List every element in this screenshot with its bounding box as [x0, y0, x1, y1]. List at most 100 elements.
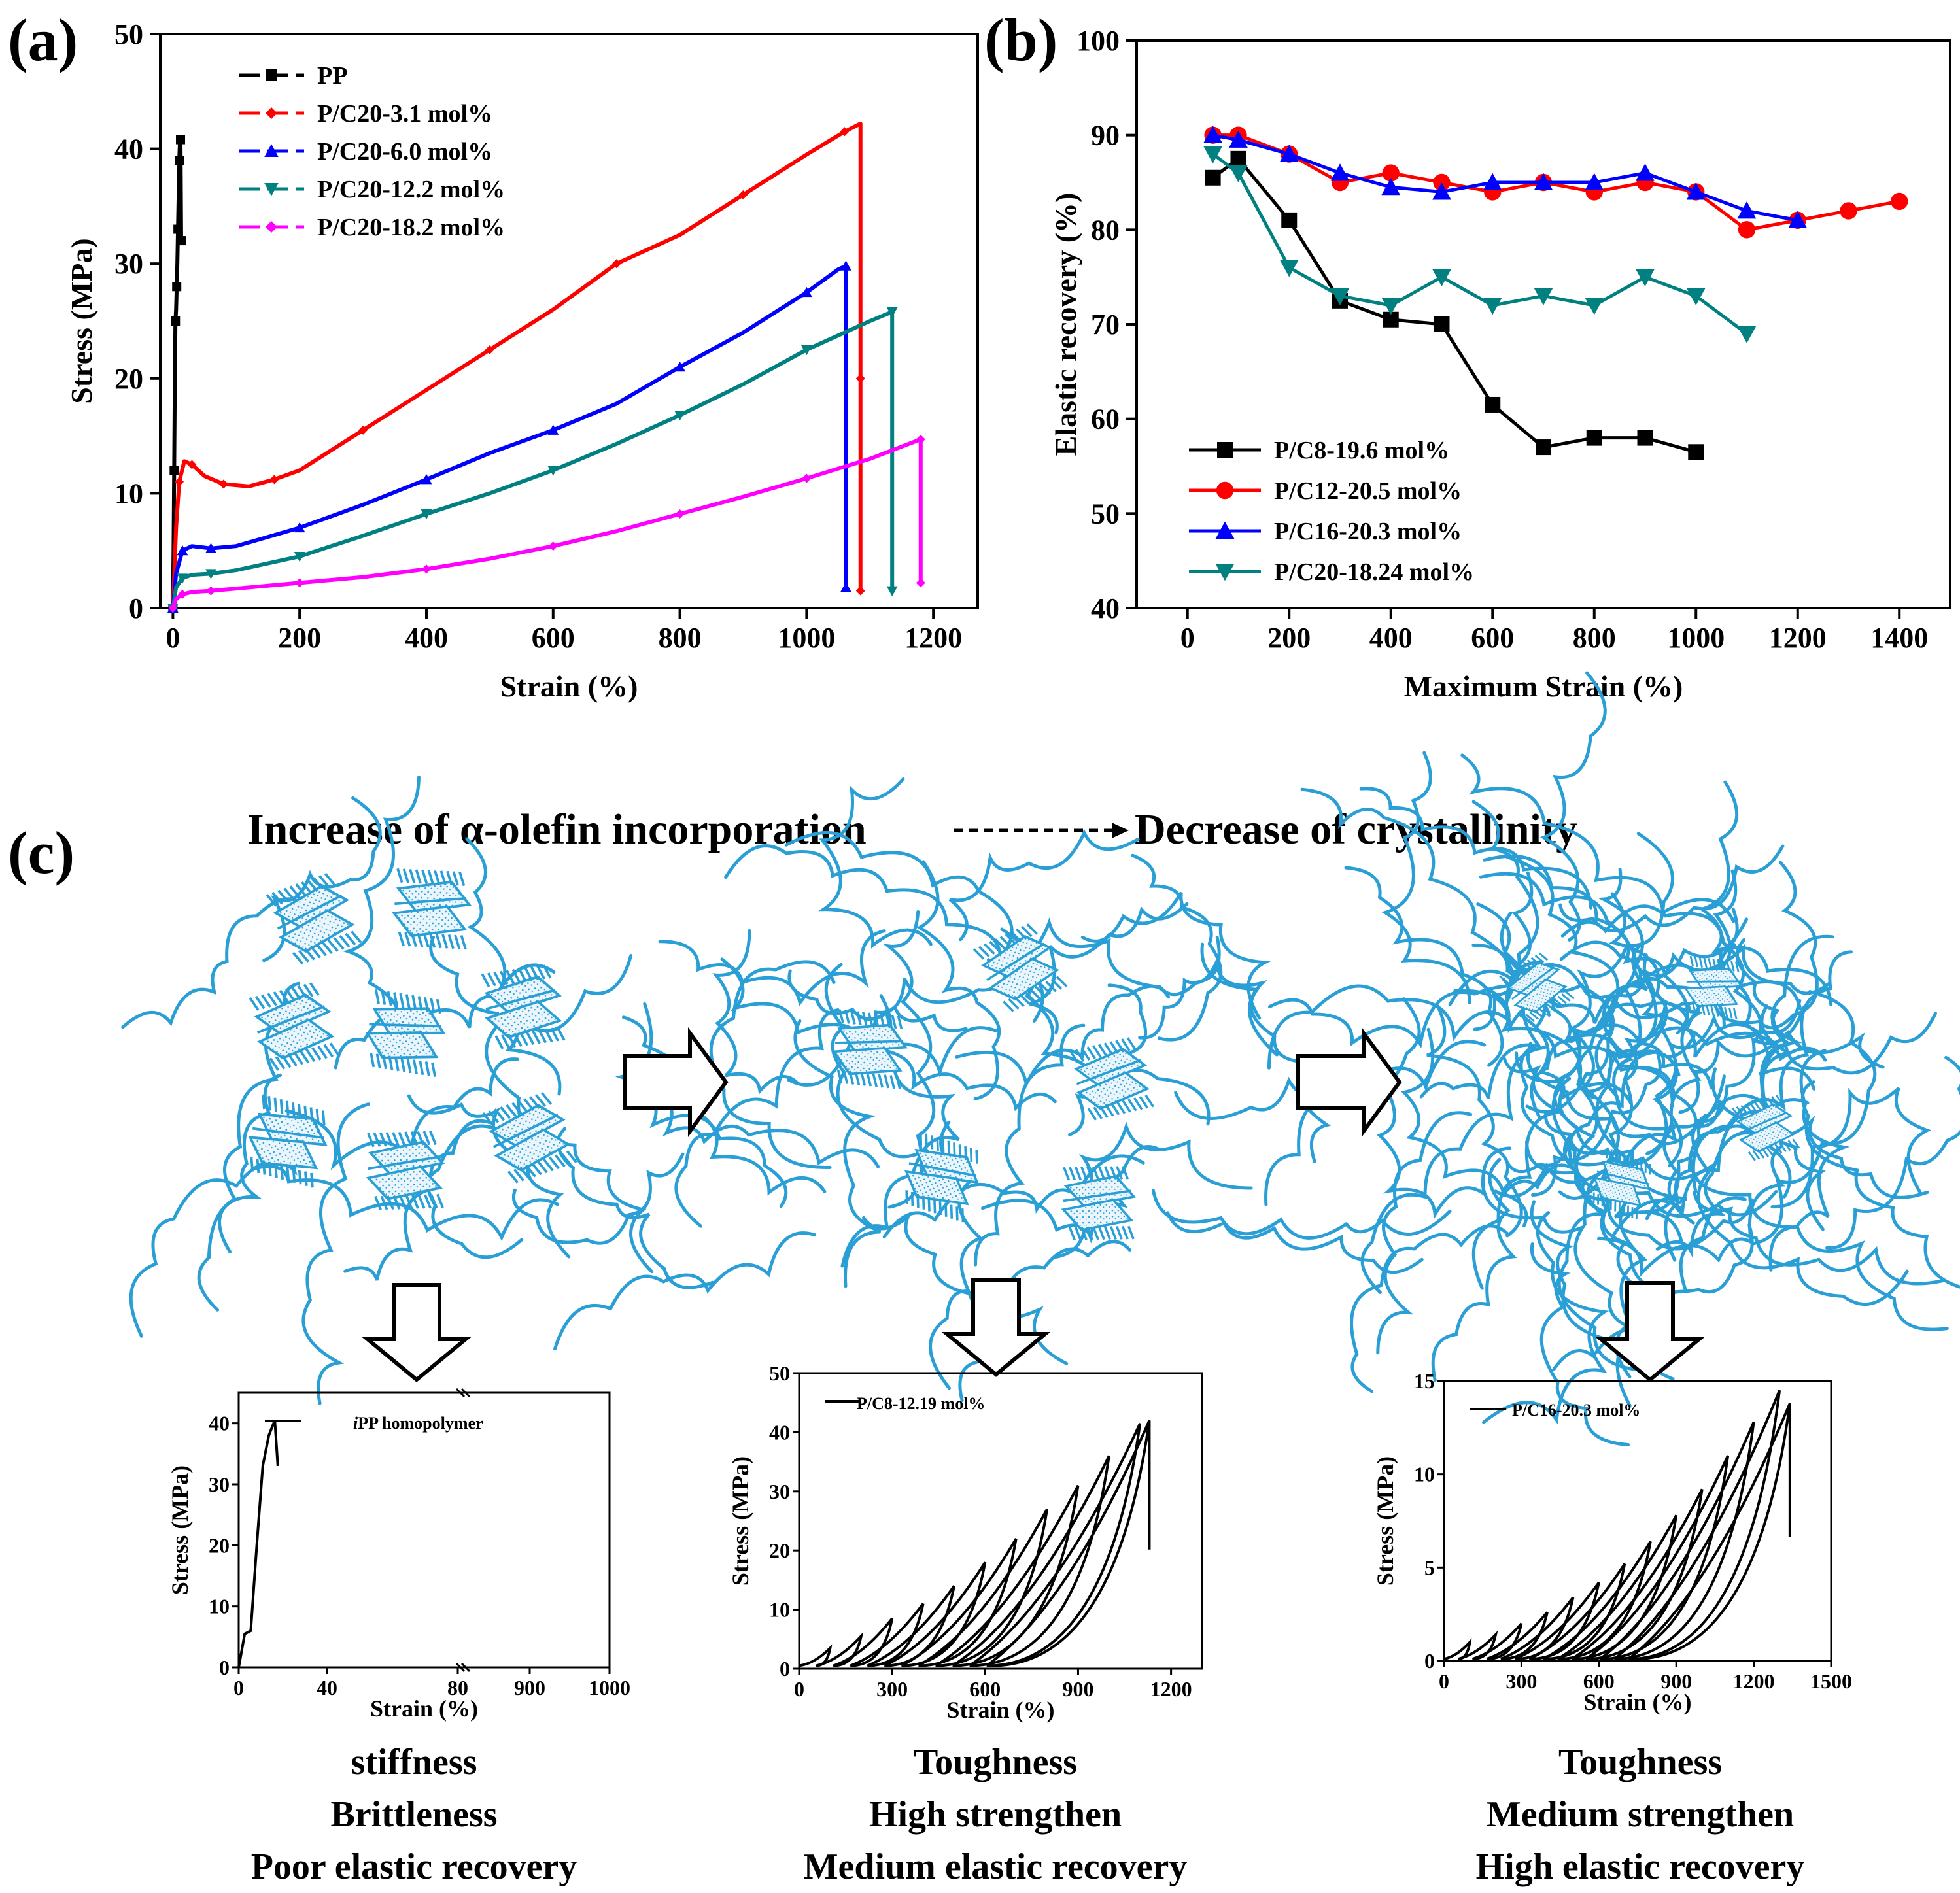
fold-stem	[1013, 995, 1025, 1008]
circle-marker	[1433, 173, 1451, 192]
fold-stem	[380, 1195, 388, 1210]
fold-stem	[1703, 957, 1708, 968]
fold-stem	[369, 1023, 441, 1028]
fold-stem	[1597, 1194, 1600, 1205]
fold-stem	[1503, 973, 1513, 981]
fold-stem	[310, 1172, 314, 1188]
fold-stem	[400, 1057, 406, 1072]
lamella-bottom	[1061, 1199, 1134, 1231]
triangle-down-marker	[886, 586, 898, 597]
polymer-chain	[1689, 1154, 1949, 1331]
square-marker	[1434, 316, 1450, 332]
triangle-up-marker	[1534, 173, 1553, 190]
y-tick-label: 60	[1091, 403, 1120, 435]
chart-a: 0 200 400 600 800 1000 1200 0 10 20 30 40 50 Strain (…	[65, 18, 979, 703]
crystallite-icon	[482, 1092, 577, 1184]
fold-stem	[1063, 1189, 1131, 1202]
fold-stem	[1609, 1199, 1612, 1210]
x-tick-label: 900	[1062, 1677, 1093, 1701]
polymer-chain	[1376, 1111, 1473, 1355]
fold-stem	[493, 971, 503, 986]
fold-stem	[1023, 991, 1036, 1002]
crystallite-icon	[1731, 1095, 1800, 1161]
fold-stem	[955, 1206, 959, 1221]
fold-stem	[303, 983, 314, 997]
hysteresis-loop	[833, 1617, 894, 1667]
dashed-arrow	[954, 823, 1129, 838]
fold-stem	[370, 1052, 375, 1068]
fold-stem	[412, 1059, 418, 1074]
fold-stem	[1511, 968, 1521, 977]
fold-stem	[1541, 1004, 1551, 1014]
series-0: PP	[168, 62, 347, 613]
fold-stem	[329, 1042, 340, 1056]
fold-stem	[254, 995, 266, 1010]
fold-stem	[1728, 1007, 1733, 1019]
fold-stem	[1626, 1205, 1629, 1217]
y-tick-label: 40	[769, 1420, 790, 1444]
polymer-chain	[1138, 957, 1279, 1057]
triangle-down-marker	[1330, 288, 1350, 305]
crystallite-icon	[1592, 1147, 1651, 1220]
fold-stem	[910, 1192, 914, 1206]
fold-stem	[379, 1132, 387, 1147]
fold-stem	[1103, 1226, 1111, 1240]
morphology-medium-crystallinity	[553, 777, 1452, 1403]
fold-stem	[273, 1097, 278, 1113]
fold-stem	[323, 1044, 334, 1058]
polymer-chain	[1381, 751, 1471, 1004]
polymer-chain	[1431, 1157, 1517, 1382]
fold-stem	[1753, 1101, 1762, 1111]
triangle-down-marker	[1381, 298, 1401, 315]
polymer-chain	[818, 777, 933, 949]
diamond-marker	[358, 425, 368, 435]
x-tick-label: 600	[969, 1677, 1001, 1701]
y-tick-label: 90	[1091, 120, 1120, 152]
polymer-chain	[1560, 832, 1674, 1079]
fold-stem	[1087, 1108, 1097, 1121]
fold-stem	[872, 1073, 878, 1087]
y-tick-label: 0	[129, 592, 143, 624]
fold-stem	[1018, 993, 1031, 1005]
x-tick-label: 600	[1583, 1669, 1615, 1693]
fold-stem	[283, 887, 295, 901]
fold-stem	[398, 1131, 406, 1146]
crystallite-icon	[1683, 955, 1744, 1019]
series-line	[171, 121, 863, 609]
fold-stem	[947, 1140, 950, 1155]
fold-stem	[950, 1204, 954, 1219]
fold-stem	[1099, 1105, 1109, 1118]
fold-stem	[404, 1131, 412, 1146]
fold-stem	[436, 1193, 444, 1208]
hysteresis-loop	[850, 1603, 925, 1667]
triangle-up-marker	[840, 260, 851, 271]
fold-stem	[417, 1131, 424, 1146]
fold-stem	[454, 934, 461, 949]
hysteresis-loop	[1486, 1611, 1549, 1661]
fold-stem	[908, 1162, 976, 1177]
fold-stem	[1649, 1163, 1651, 1175]
fold-stem	[936, 1137, 939, 1151]
square-marker	[173, 224, 183, 234]
fold-stem	[429, 1131, 437, 1146]
fold-stem	[298, 949, 310, 963]
series-line	[1212, 152, 1748, 335]
fold-stem	[388, 1055, 394, 1070]
fold-stem	[387, 991, 392, 1006]
fold-stem	[405, 1195, 413, 1210]
fold-stem	[1519, 964, 1528, 972]
fold-stem	[281, 1054, 292, 1068]
fold-stem	[431, 1062, 437, 1078]
fold-stem	[978, 946, 990, 957]
fold-stem	[303, 947, 315, 961]
triangle-up-marker	[1203, 126, 1223, 143]
plot-frame	[1135, 39, 1951, 609]
fold-stem	[519, 1167, 530, 1180]
x-tick-label: 0	[1180, 622, 1195, 654]
fold-stem	[500, 1034, 510, 1049]
fold-stem	[543, 1028, 553, 1043]
fold-stem	[856, 1011, 862, 1025]
fold-stem	[1110, 1102, 1120, 1116]
circle-marker	[1891, 192, 1908, 211]
x-tick-label: 1500	[1810, 1669, 1852, 1693]
